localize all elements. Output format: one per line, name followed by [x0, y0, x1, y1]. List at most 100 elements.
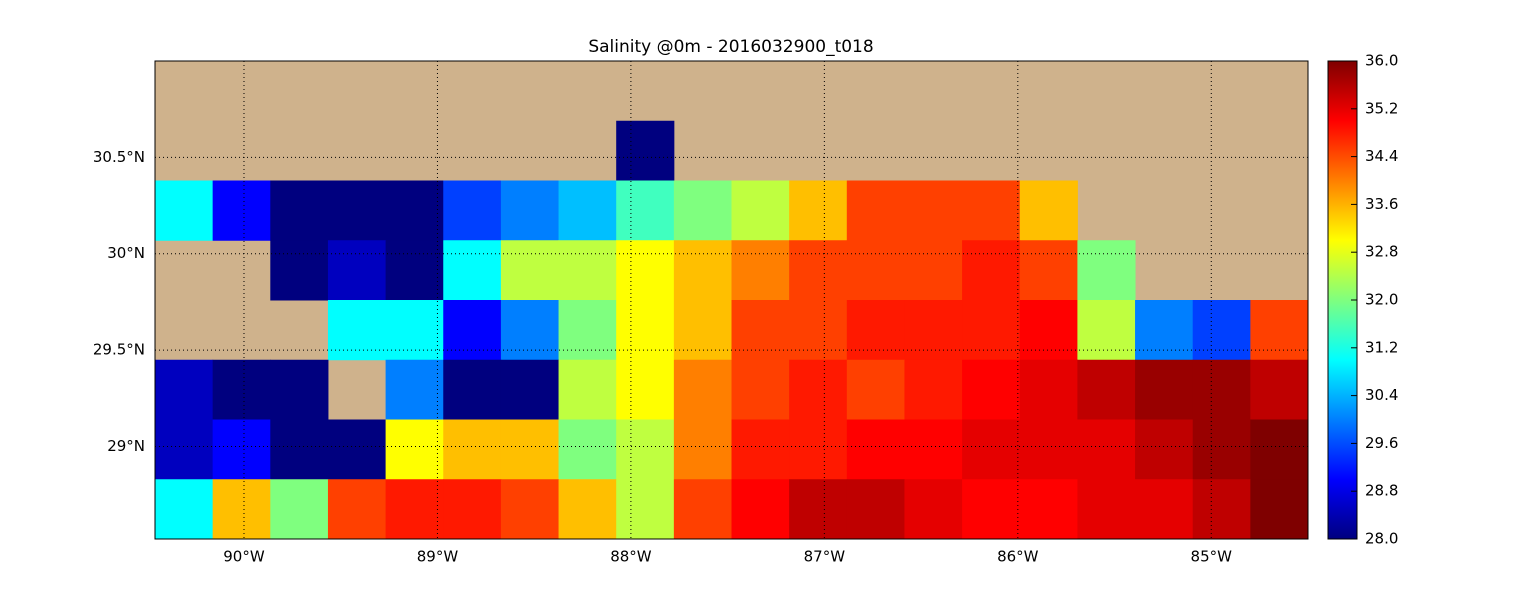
colorbar	[1327, 60, 1358, 540]
salinity-cell	[327, 300, 387, 361]
salinity-cell	[673, 180, 732, 241]
salinity-cell	[673, 419, 732, 480]
salinity-cell	[212, 419, 271, 480]
salinity-cell	[673, 359, 732, 420]
salinity-cell	[1135, 359, 1194, 420]
salinity-cell	[327, 479, 387, 539]
salinity-cell	[1019, 359, 1078, 420]
salinity-cell	[962, 359, 1021, 420]
x-tick-label: 86°W	[997, 548, 1039, 566]
salinity-cell	[558, 180, 617, 241]
salinity-cell	[789, 419, 848, 480]
salinity-cell	[962, 479, 1021, 539]
salinity-cell	[616, 180, 675, 241]
graticule	[155, 61, 1308, 539]
colorbar-tick-label: 34.4	[1365, 147, 1398, 165]
salinity-cell	[1019, 180, 1078, 241]
salinity-cell	[270, 240, 329, 301]
salinity-cell	[212, 359, 271, 420]
salinity-cell	[155, 479, 214, 539]
salinity-cell	[846, 479, 905, 539]
colorbar-tick-label: 36.0	[1365, 52, 1398, 70]
salinity-cell	[385, 240, 444, 301]
salinity-cell	[327, 240, 387, 301]
salinity-cell	[846, 300, 905, 361]
chart-title: Salinity @0m - 2016032900_t018	[588, 37, 873, 57]
salinity-cell	[443, 419, 502, 480]
salinity-cell	[846, 240, 905, 301]
plot-frame	[154, 60, 1309, 540]
colorbar-tick-label: 35.2	[1365, 99, 1398, 117]
colorbar-tick-label: 28.8	[1365, 482, 1398, 500]
salinity-cell	[1250, 300, 1308, 361]
salinity-cell	[270, 180, 329, 241]
salinity-cell	[962, 419, 1021, 480]
salinity-cell	[500, 180, 560, 241]
salinity-cell	[673, 479, 732, 539]
salinity-cell	[155, 180, 214, 241]
salinity-cell	[616, 479, 675, 539]
salinity-cell	[385, 300, 444, 361]
salinity-cell	[962, 240, 1021, 301]
x-tick-label: 89°W	[417, 548, 459, 566]
salinity-cell	[385, 180, 444, 241]
salinity-cell	[1250, 359, 1308, 420]
x-tick-label: 88°W	[610, 548, 652, 566]
salinity-cell	[616, 419, 675, 480]
salinity-cell	[904, 300, 963, 361]
salinity-cell	[846, 419, 905, 480]
salinity-cell	[731, 240, 790, 301]
salinity-cell	[1192, 479, 1251, 539]
salinity-cell	[1250, 419, 1308, 480]
salinity-cell	[558, 419, 617, 480]
salinity-cell	[731, 300, 790, 361]
salinity-cell	[1019, 240, 1078, 301]
salinity-cell	[1077, 240, 1136, 301]
salinity-cell	[1192, 419, 1251, 480]
salinity-cell	[443, 479, 502, 539]
salinity-cell	[616, 359, 675, 420]
salinity-cell	[789, 180, 848, 241]
salinity-cell	[500, 419, 560, 480]
y-tick-label: 29.5°N	[93, 341, 145, 359]
colorbar-tick-label: 28.0	[1365, 530, 1398, 548]
salinity-cell	[1077, 300, 1136, 361]
salinity-field	[155, 120, 1308, 539]
salinity-cell	[500, 300, 560, 361]
salinity-cell	[443, 300, 502, 361]
salinity-cell	[731, 419, 790, 480]
salinity-cell	[904, 359, 963, 420]
salinity-cell	[673, 300, 732, 361]
salinity-cell	[155, 419, 214, 480]
salinity-cell	[789, 359, 848, 420]
salinity-cell	[212, 180, 271, 241]
salinity-cell	[155, 359, 214, 420]
colorbar-tick-label: 32.8	[1365, 243, 1398, 261]
salinity-cell	[1135, 479, 1194, 539]
salinity-cell	[500, 479, 560, 539]
x-tick-label: 85°W	[1191, 548, 1233, 566]
colorbar-tick-label: 32.0	[1365, 291, 1398, 309]
colorbar-tick-label: 33.6	[1365, 195, 1398, 213]
salinity-cell	[846, 180, 905, 241]
y-tick-label: 30°N	[107, 244, 145, 262]
salinity-cell	[1077, 419, 1136, 480]
salinity-cell	[673, 240, 732, 301]
salinity-cell	[443, 180, 502, 241]
y-tick-label: 30.5°N	[93, 148, 145, 166]
salinity-cell	[731, 180, 790, 241]
salinity-cell	[904, 419, 963, 480]
salinity-cell	[846, 359, 905, 420]
salinity-cell	[270, 419, 329, 480]
salinity-cell	[789, 240, 848, 301]
x-tick-label: 87°W	[804, 548, 846, 566]
salinity-cell	[1019, 300, 1078, 361]
salinity-cell	[1135, 419, 1194, 480]
salinity-cell	[270, 479, 329, 539]
salinity-cell	[731, 479, 790, 539]
salinity-cell	[212, 479, 271, 539]
salinity-cell	[385, 479, 444, 539]
salinity-cell	[1250, 479, 1308, 539]
salinity-cell	[904, 180, 963, 241]
